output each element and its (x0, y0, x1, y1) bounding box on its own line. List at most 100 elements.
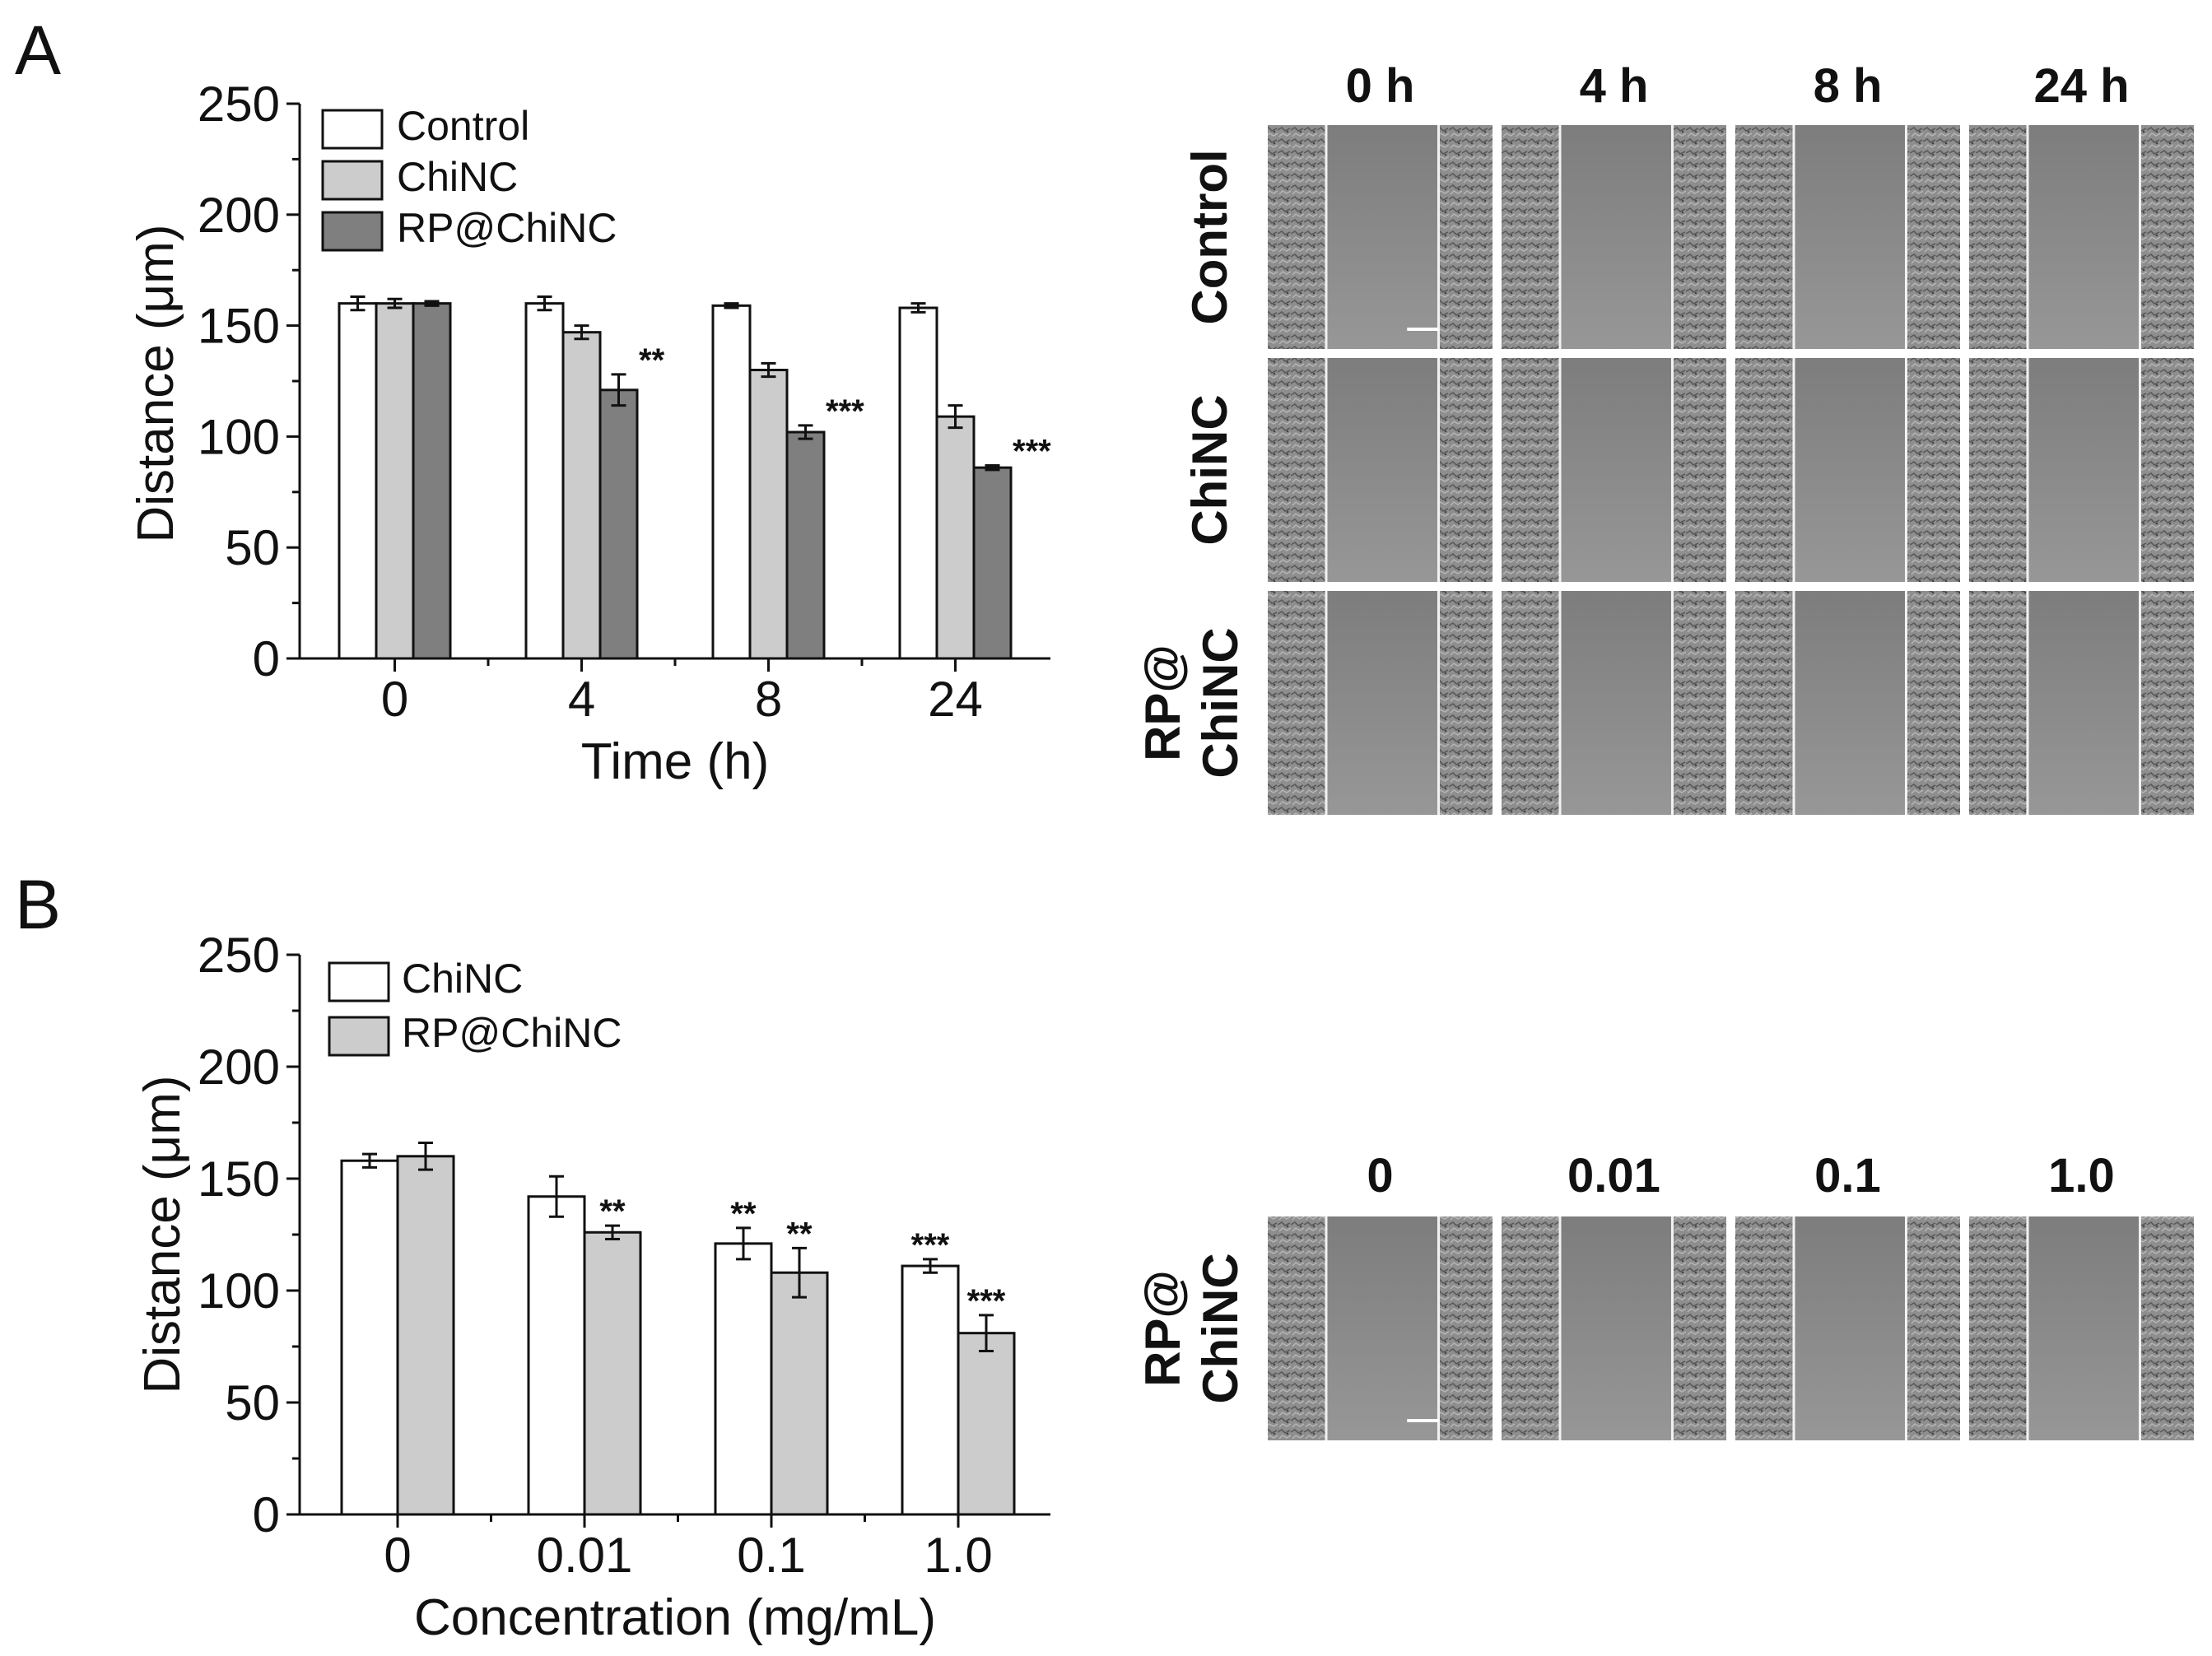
bar-b-chinc-1 (527, 1195, 586, 1516)
legend-swatch-chinc-b (328, 961, 390, 1002)
x-tick-label-b: 1.0 (924, 1528, 992, 1583)
micrograph-cell-a (1268, 358, 1493, 582)
wound-gap-a (2027, 591, 2140, 815)
bar-b-rp-chinc-1 (583, 1230, 642, 1516)
wound-gap-b (1793, 1216, 1907, 1440)
column-label-a: 8 h (1814, 59, 1883, 113)
y-axis-a: 0 50 100 150 200 250 (198, 77, 301, 686)
row-label-line-a: RP@ (1135, 644, 1190, 761)
micrograph-cell-a (1735, 591, 1960, 815)
bar-a-rp-chinc-1 (598, 388, 639, 660)
x-tick-label-a: 8 (755, 672, 782, 727)
x-axis-title-b: Concentration (mg/mL) (414, 1589, 936, 1646)
legend-label-control: Control (397, 103, 529, 149)
bar-b-rp-chinc-2 (770, 1271, 829, 1516)
column-label-a: 4 h (1580, 59, 1649, 113)
legend-swatch-rp-chinc-b (328, 1016, 390, 1057)
bar-a-chinc-2 (748, 369, 789, 660)
legend-swatch-control (321, 109, 384, 150)
bar-a-rp-chinc-0 (412, 302, 452, 660)
wound-gap-a (1325, 591, 1439, 815)
bar-b-rp-chinc-0 (396, 1155, 455, 1516)
x-tick-label-a: 0 (381, 672, 408, 727)
x-tick-label-b: 0.01 (537, 1528, 633, 1583)
column-label-b: 0.01 (1567, 1149, 1660, 1202)
x-tick-label-b: 0 (384, 1528, 411, 1583)
significance-label-a: *** (826, 393, 864, 430)
wound-gap-a (1325, 125, 1439, 349)
y-tick-label-b: 50 (225, 1375, 280, 1430)
row-label-a: ChiNC (1182, 394, 1237, 545)
bars-a: ******** (338, 295, 1051, 660)
row-label-line-b: RP@ (1135, 1270, 1190, 1387)
micrograph-cell-b (1969, 1216, 2194, 1440)
micrograph-cell-a (1969, 358, 2194, 582)
significance-label-b: ** (599, 1193, 626, 1230)
wound-gap-a (1793, 358, 1907, 582)
y-tick-label-a: 150 (198, 299, 280, 354)
bar-b-chinc-2 (714, 1242, 773, 1516)
row-label-line-a: ChiNC (1193, 627, 1248, 778)
column-label-b: 0 (1367, 1149, 1393, 1202)
micrograph-grid-b: 0 0.01 0.1 1.0 RP@ChiNC (1135, 1149, 2194, 1440)
bar-a-control-3 (898, 306, 938, 660)
bar-a-control-0 (338, 302, 378, 660)
wound-gap-a (1559, 125, 1673, 349)
y-axis-title-b: Distance (μm) (134, 1075, 191, 1393)
legend-label-chinc-b: ChiNC (402, 956, 523, 1002)
legend-item-rp-chinc-b: RP@ChiNC (328, 1010, 622, 1057)
legend-swatch-rp-chinc (321, 211, 384, 252)
bar-a-chinc-1 (561, 331, 602, 660)
micrograph-cell-b (1268, 1216, 1493, 1440)
bar-a-rp-chinc-2 (785, 430, 826, 660)
panel-letter-b: B (15, 866, 61, 943)
row-label-line-a: Control (1182, 149, 1237, 324)
y-tick-label-a: 200 (198, 188, 280, 243)
y-tick-label-a: 100 (198, 409, 280, 464)
bars-b: ** **** ****** (340, 1141, 1016, 1516)
legend-label-rp-chinc: RP@ChiNC (397, 205, 617, 251)
wound-gap-a (1793, 125, 1907, 349)
micrograph-cell-a (1735, 358, 1960, 582)
x-axis-title-a: Time (h) (581, 733, 769, 790)
x-tick-label-a: 24 (928, 672, 983, 727)
bar-b-rp-chinc-3 (957, 1332, 1016, 1516)
micrograph-cell-a (1969, 125, 2194, 349)
row-label-a: RP@ChiNC (1135, 627, 1248, 778)
wound-gap-a (2027, 358, 2140, 582)
micrograph-cell-a (1735, 125, 1960, 349)
bar-a-control-1 (524, 302, 565, 660)
wound-gap-a (1559, 591, 1673, 815)
y-tick-label-b: 150 (198, 1151, 280, 1207)
row-label-line-a: ChiNC (1182, 394, 1237, 545)
significance-label-a: ** (639, 342, 665, 379)
micrograph-cell-a (1502, 358, 1726, 582)
micrograph-cell-a (1502, 591, 1726, 815)
x-axis-a: 0 4 8 24 (300, 657, 1050, 727)
row-label-line-b: ChiNC (1193, 1253, 1248, 1403)
wound-gap-b (1325, 1216, 1439, 1440)
wound-gap-a (1793, 591, 1907, 815)
significance-label-b: ** (730, 1196, 757, 1232)
x-tick-label-a: 4 (568, 672, 595, 727)
wound-gap-a (1325, 358, 1439, 582)
wound-gap-a (1559, 358, 1673, 582)
y-tick-label-a: 250 (198, 77, 280, 132)
row-label-b: RP@ChiNC (1135, 1253, 1248, 1403)
legend-item-chinc-b: ChiNC (328, 956, 523, 1002)
y-tick-label-b: 100 (198, 1263, 280, 1319)
y-tick-label-b: 250 (198, 928, 280, 983)
wound-gap-a (2027, 125, 2140, 349)
micrograph-cell-a (1268, 591, 1493, 815)
micrograph-cell-a (1268, 125, 1493, 349)
micrograph-cell-b (1735, 1216, 1960, 1440)
legend-label-rp-chinc-b: RP@ChiNC (402, 1010, 622, 1056)
bar-a-chinc-3 (935, 415, 976, 660)
micrograph-cell-b (1502, 1216, 1726, 1440)
column-label-a: 24 h (2033, 59, 2129, 113)
y-axis-b: 0 50 100 150 200 250 (198, 928, 301, 1542)
